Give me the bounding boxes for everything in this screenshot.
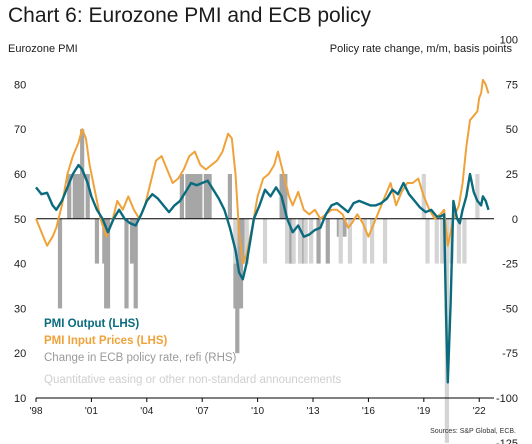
- y-right-tick-label: 25: [506, 169, 518, 181]
- rate-bar: [185, 174, 190, 219]
- y-left-tick-label: 50: [14, 214, 26, 226]
- y-left-tick-label: 30: [14, 303, 26, 315]
- x-tick-label: '10: [251, 406, 264, 417]
- x-tick-label: '16: [362, 406, 375, 417]
- legend-output: PMI Output (LHS): [44, 318, 139, 330]
- y-left-tick-label: 10: [14, 393, 26, 405]
- y-right-tick-label: 0: [512, 214, 518, 226]
- rate-bar: [325, 218, 330, 264]
- qe-bar: [309, 218, 314, 264]
- qe-bar: [291, 218, 296, 264]
- rate-bar: [192, 174, 197, 219]
- y-left-tick-label: 60: [14, 169, 26, 181]
- legend: PMI Output (LHS) PMI Input Prices (LHS) …: [44, 318, 342, 386]
- rate-bar: [342, 218, 347, 237]
- qe-bar: [370, 218, 375, 264]
- qe-bar: [262, 218, 268, 264]
- rate-bar: [198, 174, 203, 219]
- qe-bar: [233, 218, 238, 264]
- y-left-tick-label: 40: [14, 259, 26, 271]
- x-tick-label: '01: [85, 406, 98, 417]
- rate-bar: [105, 218, 111, 309]
- y-right-tick-label: -100: [496, 393, 518, 405]
- x-tick-label: '98: [29, 406, 42, 417]
- x-tick-label: '07: [196, 406, 209, 417]
- rate-bar: [76, 174, 81, 219]
- rate-bar: [283, 174, 288, 219]
- rate-bar: [316, 218, 321, 264]
- qe-bar: [462, 218, 467, 264]
- x-tick-label: '13: [306, 406, 319, 417]
- legend-rate-change: Change in ECB policy rate, refi (RHS): [44, 352, 237, 364]
- y-right-ticks: 100 75 50 25 0 -25 -50 -75 -100 -125: [496, 35, 518, 444]
- qe-bar: [362, 218, 367, 264]
- y-left-axis-label: Eurozone PMI: [8, 43, 78, 55]
- x-ticks: '98 '01 '04 '07 '10 '13 '16 '19 '22: [29, 397, 494, 417]
- rate-bar: [241, 218, 246, 264]
- x-tick-label: '22: [473, 406, 486, 417]
- y-right-tick-label: -50: [502, 303, 518, 315]
- qe-bar: [303, 218, 308, 264]
- qe-bar: [425, 218, 430, 264]
- qe-bar: [456, 218, 462, 264]
- qe-bar: [434, 218, 439, 264]
- y-right-tick-label: 50: [506, 124, 518, 136]
- rate-bar: [80, 129, 85, 219]
- legend-qe: Quantitative easing or other non-standar…: [44, 374, 342, 386]
- output-line: [35, 163, 490, 384]
- qe-bar: [347, 218, 353, 264]
- y-left-tick-label: 80: [14, 79, 26, 91]
- y-left-ticks: 80 70 60 50 40 30 20 10: [14, 79, 26, 405]
- y-right-tick-label: -125: [496, 438, 518, 444]
- rate-bar: [133, 218, 138, 309]
- rate-bar: [57, 218, 63, 309]
- y-left-tick-label: 20: [14, 348, 26, 360]
- rate-bar: [189, 174, 194, 219]
- rate-bar: [94, 218, 100, 264]
- source-note: Sources: S&P Global, ECB.: [430, 428, 516, 435]
- y-right-tick-label: 75: [506, 79, 518, 91]
- qe-bar: [338, 218, 343, 264]
- qe-bar: [297, 218, 303, 264]
- qe-bar: [382, 218, 388, 264]
- qe-bar: [244, 218, 249, 264]
- qe-bar: [440, 218, 445, 264]
- rate-bar: [129, 218, 135, 264]
- x-tick-label: '19: [417, 406, 430, 417]
- x-tick-label: '04: [140, 406, 153, 417]
- rate-bar: [72, 174, 77, 219]
- chart-title: Chart 6: Eurozone PMI and ECB policy: [8, 4, 372, 27]
- y-right-axis-label: Policy rate change, m/m, basis points: [330, 43, 513, 55]
- rate-bar: [203, 174, 209, 219]
- rate-bar: [207, 174, 212, 219]
- rate-bar: [238, 218, 244, 309]
- qe-bar: [475, 174, 480, 219]
- y-right-tick-label: 100: [500, 35, 518, 47]
- legend-input-prices: PMI Input Prices (LHS): [44, 335, 167, 347]
- y-left-tick-label: 70: [14, 124, 26, 136]
- rate-bar: [124, 218, 129, 309]
- rate-bar: [85, 174, 90, 219]
- y-right-tick-label: -75: [502, 348, 518, 360]
- qe-bar: [285, 218, 290, 264]
- rate-bar: [67, 174, 72, 219]
- y-right-tick-label: -25: [502, 259, 518, 271]
- rate-bar: [227, 174, 233, 219]
